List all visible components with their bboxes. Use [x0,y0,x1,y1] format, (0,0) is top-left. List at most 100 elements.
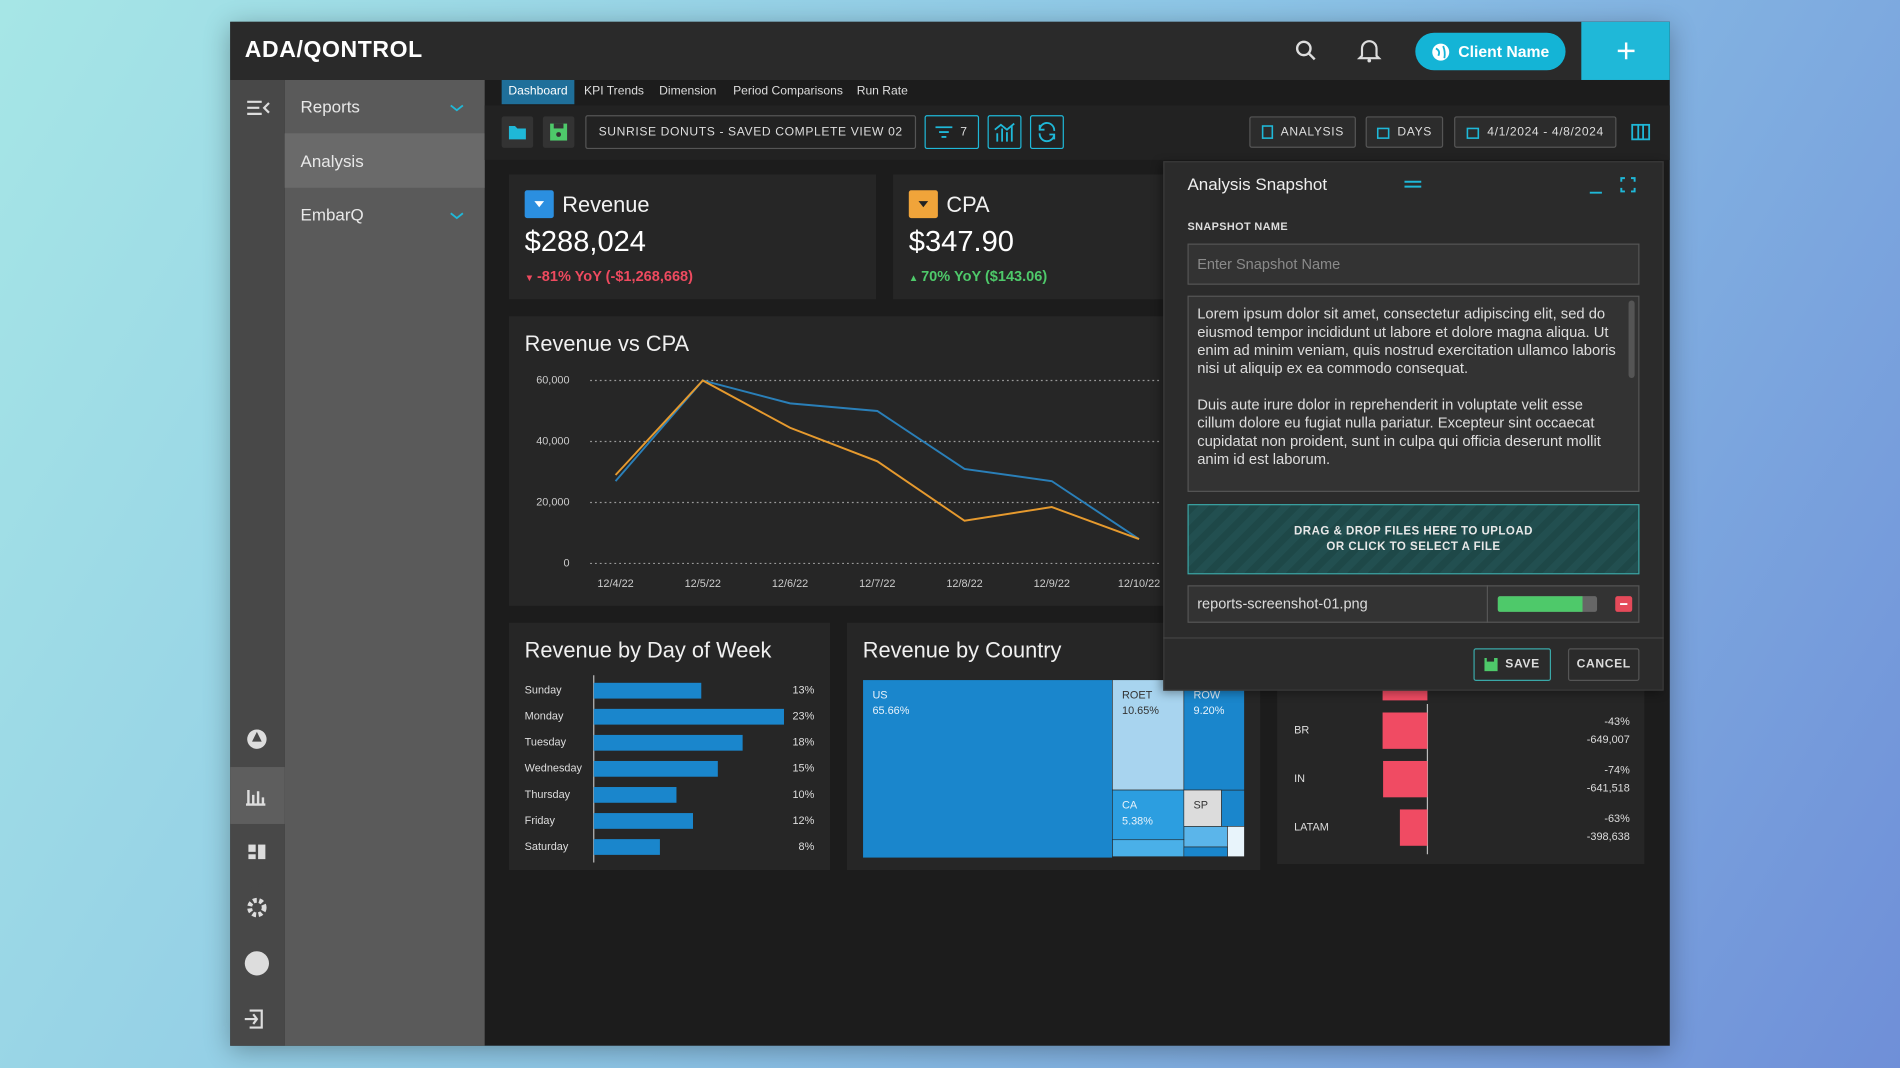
value-label: 12% [792,815,814,827]
chart-button[interactable] [987,115,1022,150]
category-label: BR [1294,725,1309,737]
chevrons [450,104,464,220]
filter-chip[interactable]: 7 [924,115,980,150]
tab[interactable]: Period Comparisons [733,84,843,99]
view-chip[interactable]: SUNRISE DONUTS - SAVED COMPLETE VIEW 02 [585,115,917,150]
kpi-change: ▼ -81% YoY (-$1,268,668) [525,268,693,285]
line-card [508,316,1164,606]
cell-value: 5.38% [1122,815,1153,827]
kpi-change-text: -81% YoY (-$1,268,668) [536,267,693,285]
name-input[interactable]: Enter Snapshot Name [1187,243,1640,285]
dropzone[interactable]: DRAG & DROP FILES HERE TO UPLOAD OR CLICK… [1187,504,1640,575]
logo: ADA/QONTROL [244,37,423,64]
divider [1486,585,1489,623]
category-label: Sunday [525,685,562,697]
field-label: SNAPSHOT NAME [1187,220,1288,233]
category-label: Monday [525,711,564,723]
triangle-icon [534,201,545,208]
treemap-filler [1227,826,1245,857]
bar [593,839,660,855]
nav-reports[interactable]: Reports [300,96,360,117]
value-label: 10% [792,789,814,801]
refresh-button[interactable] [1029,115,1064,150]
save-button[interactable]: SAVE [1473,648,1552,681]
x-tick-label: 12/5/22 [685,578,721,590]
kpi-value: $288,024 [524,225,646,259]
category-label: Wednesday [525,763,583,775]
bell-icon[interactable] [1357,39,1382,63]
kpi-value: $347.90 [908,225,1014,259]
kpi-icon [908,190,938,219]
arrow: ▼ [524,272,537,284]
days-label: DAYS [1397,125,1432,139]
line-series [614,379,1140,540]
change-label: -74% [1604,765,1630,777]
kpi-change-text: 70% YoY ($143.06) [921,267,1048,285]
days-chip[interactable]: DAYS [1365,116,1444,148]
notes-paragraph: Duis aute irure dolor in reprehenderit i… [1197,396,1601,468]
rail-icons [244,100,270,1029]
tab[interactable]: KPI Trends [584,84,644,99]
remove-file[interactable] [1615,596,1633,612]
upload-text: DRAG & DROP FILES HERE TO UPLOAD [1294,524,1533,539]
drag-handle[interactable] [1404,178,1422,190]
refresh-icon [1038,122,1056,143]
open-button[interactable] [501,116,534,148]
cell-value: 10.65% [1122,705,1159,717]
nav-analysis[interactable]: Analysis [300,151,364,171]
value-label: 23% [792,711,814,723]
kpi-change: ▲ 70% YoY ($143.06) [909,268,1047,285]
bar [593,760,718,777]
nav-embarq[interactable]: EmbarQ [300,204,364,225]
client-button[interactable]: Client Name [1415,32,1566,71]
y-tick-label: 60,000 [536,374,569,386]
kpi-name: CPA [946,192,990,217]
notes-paragraph: Lorem ipsum dolor sit amet, consectetur … [1197,305,1616,377]
x-tick-label: 12/8/22 [946,578,982,590]
cell-label: ROET [1122,689,1153,701]
notes-input[interactable]: Lorem ipsum dolor sit amet, consectetur … [1187,295,1640,492]
upload-text: OR CLICK TO SELECT A FILE [1326,540,1501,554]
tab[interactable]: Dashboard [501,79,575,105]
value-label: -649,007 [1587,734,1630,746]
cancel-button[interactable]: CANCEL [1567,648,1640,681]
value-label: 15% [792,763,814,775]
cell-label: US [872,689,887,701]
panel-title: Analysis Snapshot [1187,174,1328,194]
date-chip[interactable]: 4/1/2024 - 4/8/2024 [1454,116,1617,148]
y-tick-label: 40,000 [536,435,569,447]
window-controls[interactable] [1587,176,1638,195]
value-label: 13% [792,685,814,697]
cell-label: SP [1194,800,1209,812]
add-button[interactable] [1581,21,1670,80]
kpi-icon [524,190,554,219]
save-icon [1484,657,1499,672]
chart-icon [994,122,1015,142]
folder-icon [508,126,526,140]
columns-icon[interactable] [1631,123,1651,141]
bar [593,708,784,725]
doc-icon [1261,125,1273,139]
save-view-button[interactable] [542,116,575,148]
analysis-chip[interactable]: ANALYSIS [1249,116,1356,148]
treemap-cell [1183,789,1222,827]
bar [593,813,694,829]
separator [1163,637,1664,639]
category-label: Saturday [525,841,569,853]
value-label: -398,638 [1587,831,1630,843]
analysis-label: ANALYSIS [1280,125,1344,139]
minus-icon [1620,603,1628,606]
tab[interactable]: Run Rate [856,84,908,99]
sidebar [284,79,485,1046]
search-icon[interactable] [1294,39,1318,63]
y-tick-label: 20,000 [536,496,569,508]
tab[interactable]: Dimension [659,84,717,99]
avatar[interactable]: JS [250,878,264,891]
plus-icon [1617,42,1635,60]
x-tick-label: 12/7/22 [859,578,895,590]
chart-title: Revenue vs CPA [525,331,690,356]
cell-value: 9.20% [1194,705,1225,717]
x-tick-label: 12/4/22 [597,578,633,590]
value-label: 18% [792,737,814,749]
